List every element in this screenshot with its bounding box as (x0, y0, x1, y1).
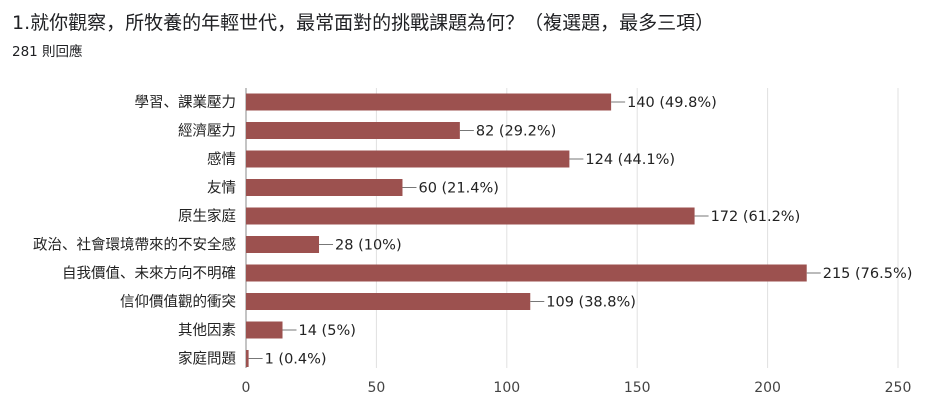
x-tick-label: 200 (754, 380, 781, 396)
bar (246, 93, 612, 111)
category-label: 原生家庭 (178, 208, 236, 225)
data-label: 140 (49.8%) (627, 95, 717, 111)
bar (246, 321, 283, 339)
bar (246, 150, 570, 168)
category-label: 政治、社會環境帶來的不安全感 (33, 236, 236, 254)
data-label: 1 (0.4%) (265, 352, 327, 368)
x-tick-label: 150 (624, 380, 651, 396)
category-label: 其他因素 (178, 322, 236, 339)
category-label: 家庭問題 (178, 351, 236, 368)
x-tick-label: 0 (242, 380, 251, 396)
bar (246, 264, 807, 282)
category-label: 感情 (207, 151, 236, 168)
bar (246, 179, 403, 196)
data-label: 215 (76.5%) (823, 266, 913, 282)
data-label: 28 (10%) (335, 238, 402, 254)
category-label: 友情 (207, 180, 236, 197)
data-label: 82 (29.2%) (476, 124, 556, 140)
bars (246, 93, 807, 367)
bar (246, 122, 460, 139)
bar (246, 293, 531, 310)
bar (246, 350, 249, 367)
response-count: 281 則回應 (12, 44, 83, 60)
x-tick-label: 50 (367, 380, 385, 396)
bar (246, 207, 695, 225)
category-label: 信仰價值觀的衝突 (120, 294, 236, 311)
data-label: 124 (44.1%) (585, 152, 675, 168)
data-label: 172 (61.2%) (711, 209, 801, 225)
labels: 0 50 100 150 200 250 學習、課業壓力 140 (49.8%) 經濟壓力 82 … (33, 93, 912, 396)
x-tick-label: 100 (493, 380, 520, 396)
bar (246, 236, 320, 253)
x-tick-label: 250 (885, 380, 912, 396)
data-label: 60 (21.4%) (418, 181, 498, 197)
category-label: 學習、課業壓力 (135, 93, 237, 111)
chart-title: 1.就你觀察，所牧養的年輕世代，最常面對的挑戰課題為何？（複選題，最多三項） (12, 12, 715, 34)
data-label: 109 (38.8%) (546, 295, 636, 311)
data-label: 14 (5%) (299, 323, 356, 339)
category-label: 自我價值、未來方向不明確 (62, 265, 236, 282)
category-label: 經濟壓力 (178, 123, 236, 140)
